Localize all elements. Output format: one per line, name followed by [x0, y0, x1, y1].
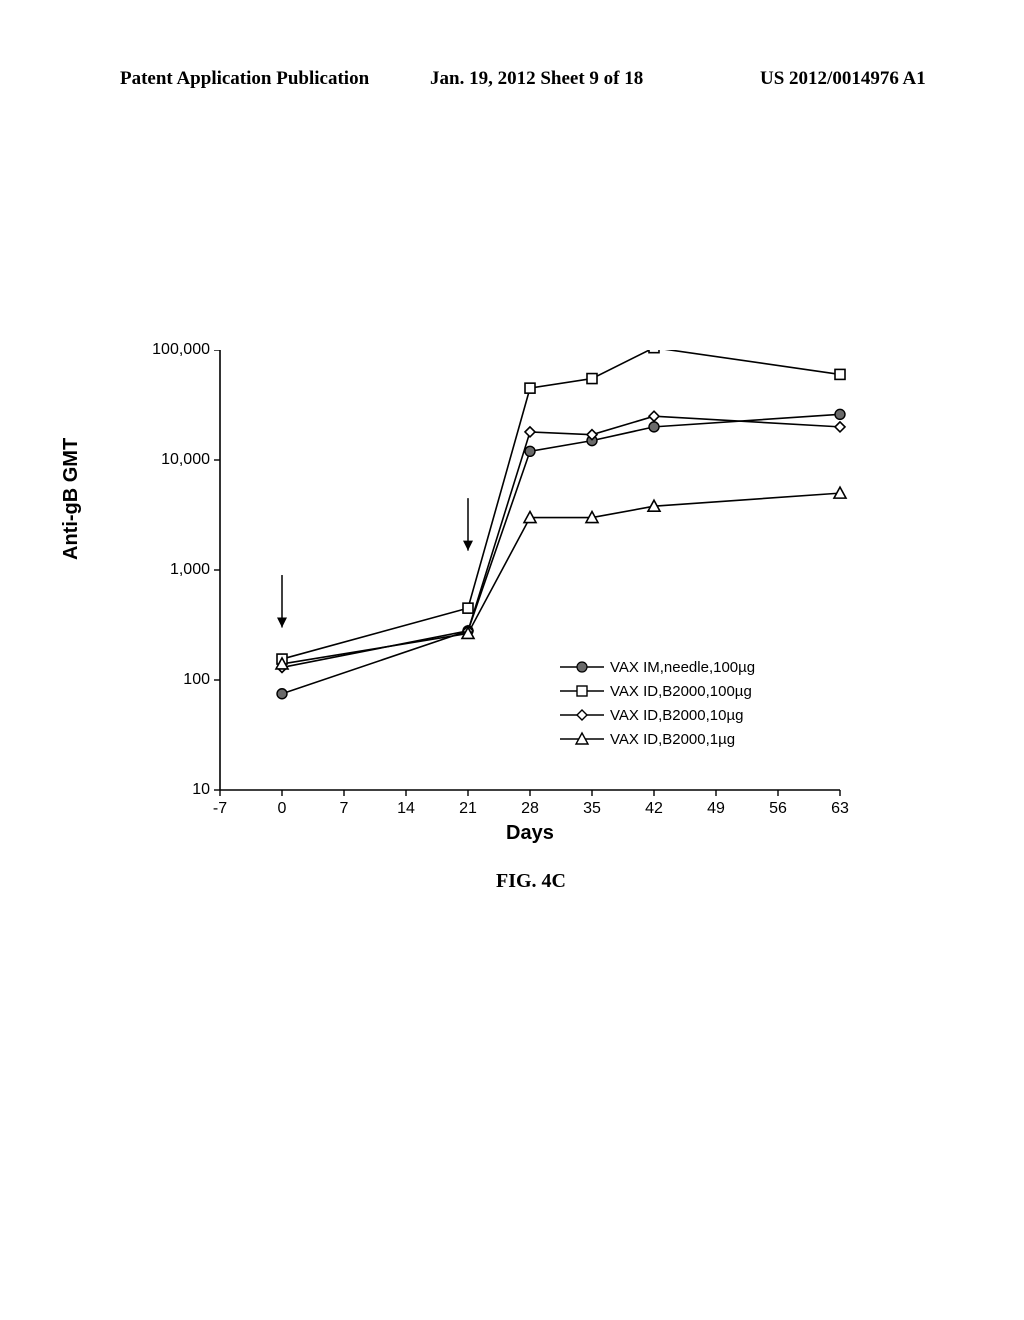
header-mid: Jan. 19, 2012 Sheet 9 of 18 — [430, 68, 643, 90]
legend-label: VAX IM,needle,100µg — [610, 659, 755, 676]
legend: VAX IM,needle,100µg VAX ID,B2000,100µg VAX… — [560, 655, 755, 751]
x-tick-label: 21 — [459, 800, 477, 818]
x-tick-label: 49 — [707, 800, 725, 818]
legend-marker-icon — [560, 681, 604, 701]
chart-svg — [120, 350, 900, 850]
y-axis-label: Anti-gB GMT — [60, 438, 83, 560]
y-tick-label: 100 — [140, 671, 210, 689]
legend-label: VAX ID,B2000,1µg — [610, 731, 735, 748]
x-tick-label: 28 — [521, 800, 539, 818]
x-tick-label: 56 — [769, 800, 787, 818]
legend-item: VAX ID,B2000,100µg — [560, 679, 755, 703]
chart-area — [120, 350, 900, 850]
page: Patent Application Publication Jan. 19, … — [0, 0, 1024, 1320]
legend-item: VAX ID,B2000,10µg — [560, 703, 755, 727]
legend-label: VAX ID,B2000,10µg — [610, 707, 743, 724]
x-axis-label: Days — [506, 822, 554, 845]
y-tick-label: 1,000 — [140, 561, 210, 579]
legend-item: VAX ID,B2000,1µg — [560, 727, 755, 751]
figure-caption: FIG. 4C — [496, 870, 566, 893]
x-tick-label: 0 — [278, 800, 287, 818]
legend-marker-icon — [560, 729, 604, 749]
x-tick-label: 7 — [340, 800, 349, 818]
x-tick-label: -7 — [213, 800, 227, 818]
x-tick-label: 14 — [397, 800, 415, 818]
x-tick-label: 63 — [831, 800, 849, 818]
y-tick-label: 10 — [140, 781, 210, 799]
y-tick-label: 100,000 — [140, 341, 210, 359]
legend-marker-icon — [560, 705, 604, 725]
legend-marker-icon — [560, 657, 604, 677]
header-left: Patent Application Publication — [120, 68, 369, 90]
legend-item: VAX IM,needle,100µg — [560, 655, 755, 679]
y-tick-label: 10,000 — [140, 451, 210, 469]
x-tick-label: 35 — [583, 800, 601, 818]
header-right: US 2012/0014976 A1 — [760, 68, 926, 90]
x-tick-label: 42 — [645, 800, 663, 818]
legend-label: VAX ID,B2000,100µg — [610, 683, 752, 700]
